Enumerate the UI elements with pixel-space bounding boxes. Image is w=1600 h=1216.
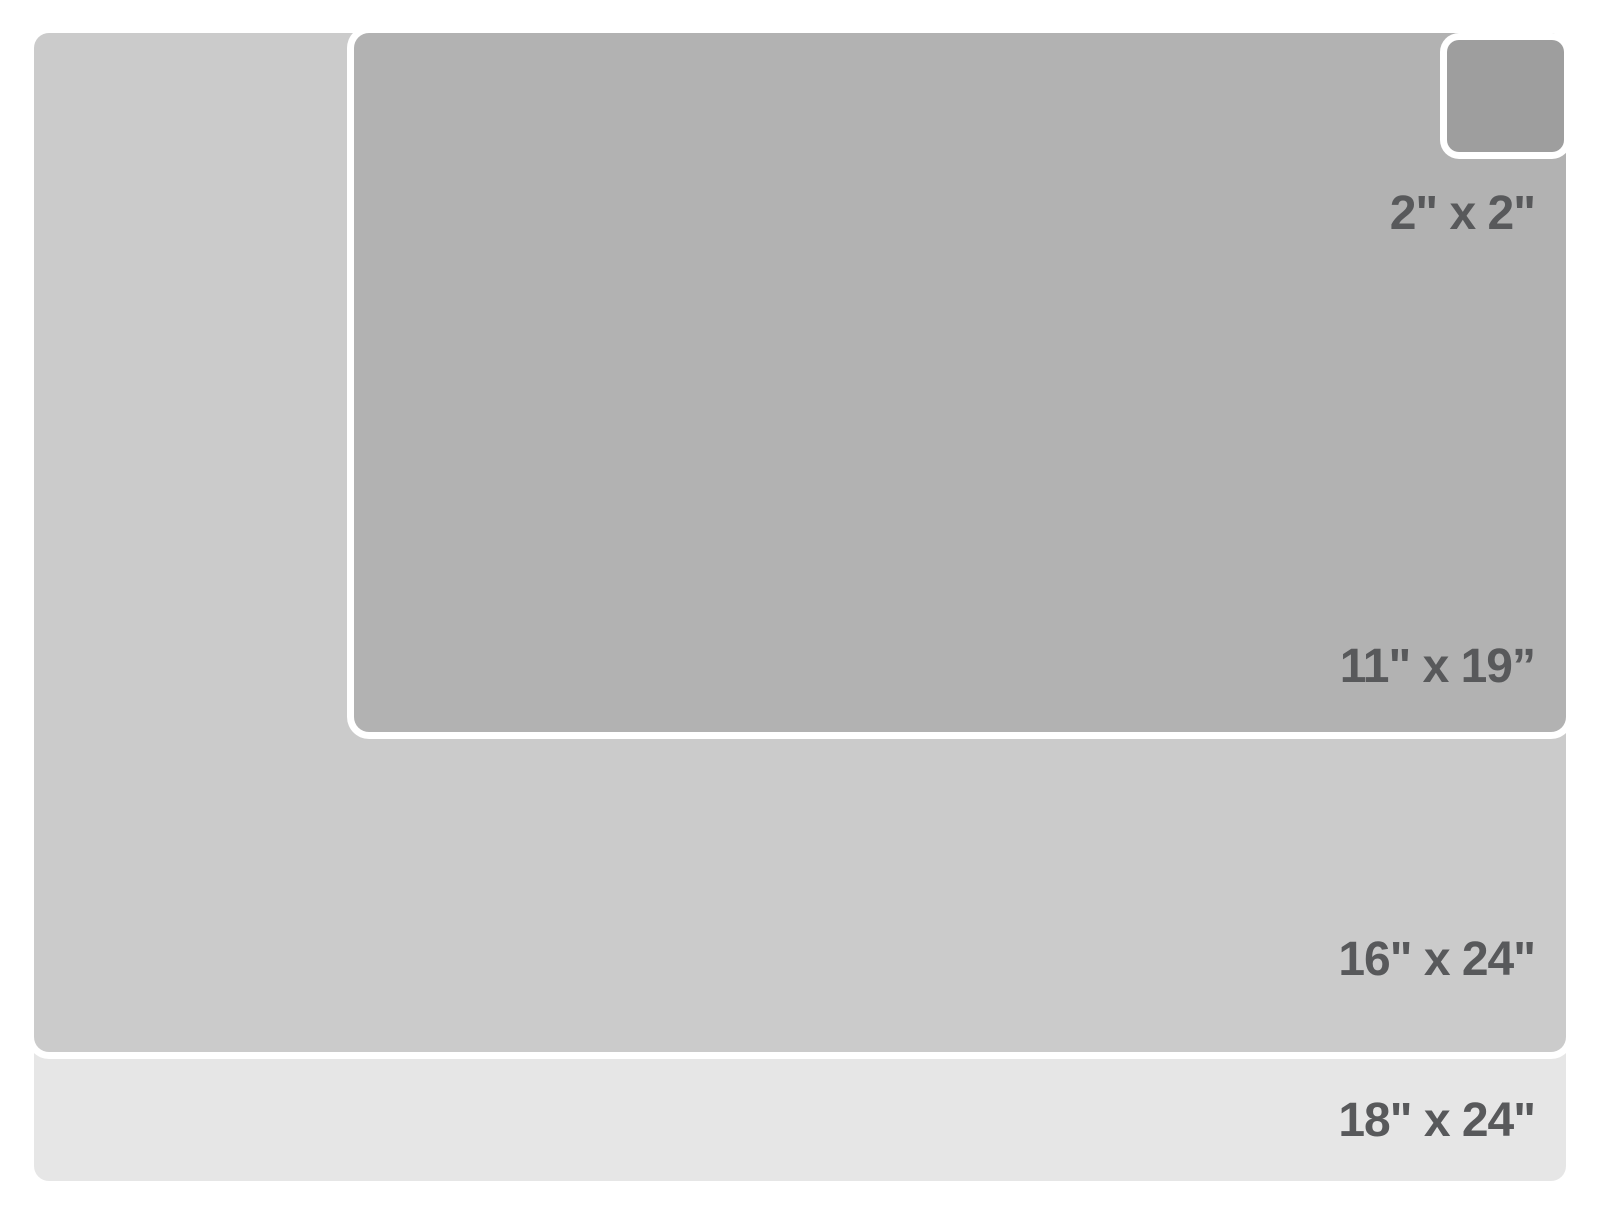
sheet-label-2x2: 2" x 2" [1389,187,1536,240]
sheet-label-11x19: 11" x 19” [1339,640,1536,693]
sheet-2x2 [1447,40,1564,152]
sheet-label-16x24: 16" x 24" [1338,933,1536,986]
sheet-label-18x24: 18" x 24" [1338,1094,1536,1147]
sheet-11x19 [354,33,1566,732]
